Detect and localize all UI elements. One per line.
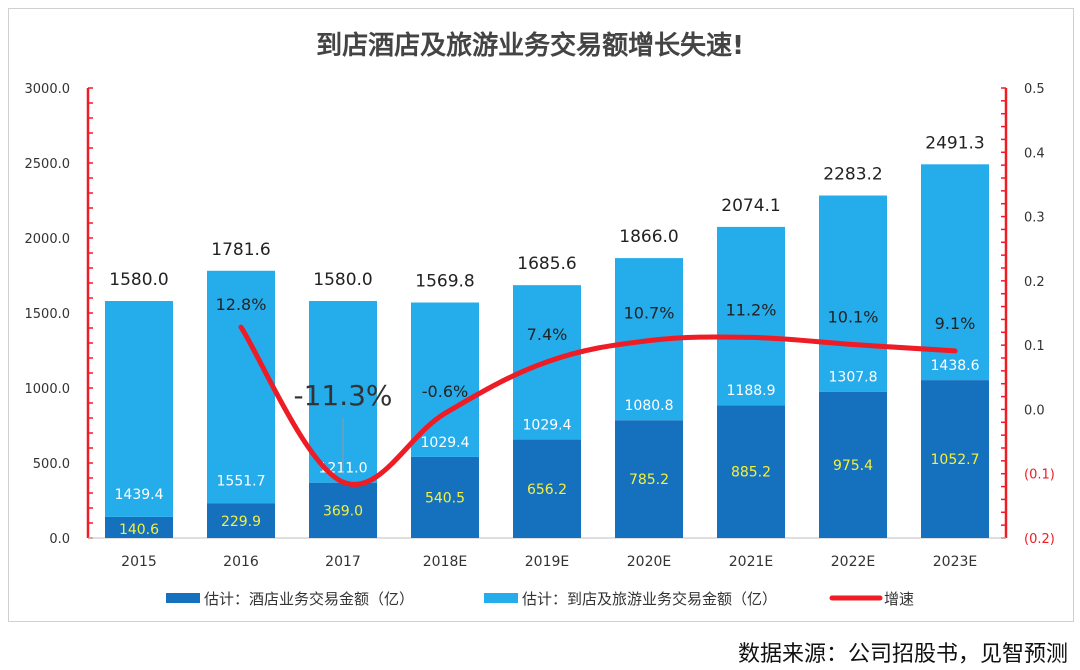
bar-hotel-value-label: 540.5 — [425, 490, 465, 506]
bar-total-label: 1569.8 — [415, 272, 474, 292]
y-left-tick-label: 3000.0 — [25, 82, 71, 97]
bar-hotel-value-label: 656.2 — [527, 482, 567, 498]
bar-total-label: 1781.6 — [211, 240, 270, 260]
source-note: 数据来源：公司招股书，见智预测 — [737, 642, 1068, 667]
growth-value-label: 11.2% — [726, 300, 777, 319]
x-tick-label: 2023E — [933, 554, 977, 570]
bar-hotel-value-label: 975.4 — [833, 458, 873, 474]
bar-in-store-travel — [105, 301, 173, 517]
bar-in-store-value-label: 1029.4 — [421, 435, 470, 451]
bar-hotel-value-label: 140.6 — [119, 522, 159, 538]
bar-hotel — [207, 503, 275, 538]
bar-hotel — [819, 391, 887, 538]
bar-in-store-travel — [921, 164, 989, 381]
bar-total-label: 1685.6 — [517, 254, 576, 274]
bar-in-store-travel — [717, 226, 785, 406]
legend-label-hotel: 估计：酒店业务交易金额（亿） — [204, 590, 414, 608]
y-right-tick-label: (0.1) — [1024, 468, 1055, 483]
y-left-tick-label: 1500.0 — [25, 307, 71, 322]
bar-total-label: 2491.3 — [925, 133, 984, 153]
x-tick-label: 2016 — [223, 554, 259, 570]
bar-hotel — [309, 482, 377, 538]
x-tick-label: 2019E — [525, 554, 569, 570]
growth-value-label: 10.1% — [828, 308, 879, 327]
x-tick-label: 2015 — [121, 554, 157, 570]
y-right-tick-label: 0.2 — [1024, 275, 1045, 290]
bar-total-label: 1580.0 — [109, 270, 168, 290]
y-right-tick-label: 0.1 — [1024, 339, 1045, 354]
bar-hotel — [615, 420, 683, 538]
legend-swatch-in-store-travel — [484, 593, 518, 603]
bar-hotel — [717, 405, 785, 538]
growth-value-label: 10.7% — [624, 304, 675, 323]
bar-hotel-value-label: 369.0 — [323, 503, 363, 519]
growth-value-label: 9.1% — [935, 314, 976, 333]
x-tick-label: 2017 — [325, 554, 361, 570]
bar-hotel-value-label: 785.2 — [629, 472, 669, 488]
bar-hotel — [411, 456, 479, 538]
x-tick-label: 2021E — [729, 554, 773, 570]
y-left-tick-label: 2000.0 — [25, 232, 71, 247]
bar-total-label: 1580.0 — [313, 270, 372, 290]
y-left-tick-label: 1000.0 — [25, 382, 71, 397]
y-right-tick-label: (0.2) — [1024, 532, 1055, 547]
y-right-tick-label: 0.4 — [1024, 146, 1045, 161]
bar-in-store-travel — [819, 195, 887, 392]
bar-hotel — [105, 516, 173, 538]
bar-in-store-value-label: 1551.7 — [217, 474, 266, 490]
bar-hotel-value-label: 229.9 — [221, 514, 261, 530]
legend-label-growth: 增速 — [884, 590, 914, 608]
bar-total-label: 2283.2 — [823, 165, 882, 185]
bar-hotel-value-label: 885.2 — [731, 465, 771, 481]
y-left-tick-label: 0.0 — [49, 532, 70, 547]
bar-in-store-travel — [207, 270, 275, 504]
y-left-tick-label: 500.0 — [33, 457, 70, 472]
y-right-tick-label: 0.5 — [1024, 82, 1045, 97]
bar-hotel-value-label: 1052.7 — [931, 452, 980, 468]
bar-total-label: 1866.0 — [619, 227, 678, 247]
bar-in-store-value-label: 1080.8 — [625, 398, 674, 414]
growth-value-label: 7.4% — [527, 325, 568, 344]
y-right-tick-label: 0.0 — [1024, 403, 1045, 418]
bar-hotel — [513, 439, 581, 538]
growth-line — [238, 324, 958, 487]
y-right-tick-label: 0.3 — [1024, 211, 1045, 226]
bar-total-label: 2074.1 — [721, 196, 780, 216]
growth-value-label: -0.6% — [422, 382, 468, 401]
bar-in-store-value-label: 1029.4 — [523, 418, 572, 434]
legend-label-in-store-travel: 估计：到店及旅游业务交易金额（亿） — [522, 590, 777, 608]
bar-in-store-value-label: 1307.8 — [829, 370, 878, 386]
y-left-tick-label: 2500.0 — [25, 157, 71, 172]
growth-value-label: -11.3% — [293, 379, 392, 412]
x-tick-label: 2022E — [831, 554, 875, 570]
growth-value-label: 12.8% — [216, 295, 267, 314]
bar-in-store-value-label: 1438.6 — [931, 358, 980, 374]
bar-in-store-value-label: 1439.4 — [115, 487, 164, 503]
bar-hotel — [921, 380, 989, 538]
legend-swatch-hotel — [166, 593, 200, 603]
x-tick-label: 2020E — [627, 554, 671, 570]
bar-in-store-value-label: 1188.9 — [727, 383, 776, 399]
chart-title: 到店酒店及旅游业务交易额增长失速! — [316, 30, 744, 61]
x-tick-label: 2018E — [423, 554, 467, 570]
